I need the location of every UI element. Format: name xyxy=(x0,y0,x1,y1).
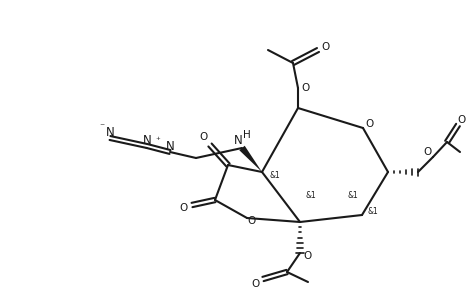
Text: O: O xyxy=(302,83,310,93)
Text: O: O xyxy=(200,132,208,142)
Text: O: O xyxy=(458,115,466,125)
Text: O: O xyxy=(423,147,431,157)
Text: O: O xyxy=(366,119,374,129)
Text: H: H xyxy=(243,130,251,140)
Text: &1: &1 xyxy=(270,171,281,181)
Text: N: N xyxy=(166,140,174,154)
Text: O: O xyxy=(251,279,259,289)
Text: ⁺: ⁺ xyxy=(156,135,160,145)
Polygon shape xyxy=(239,146,262,172)
Text: N: N xyxy=(234,135,242,148)
Text: O: O xyxy=(304,251,312,261)
Text: N: N xyxy=(106,127,114,140)
Text: N: N xyxy=(142,135,151,148)
Text: &1: &1 xyxy=(305,192,316,200)
Text: ⁻: ⁻ xyxy=(99,122,105,132)
Text: O: O xyxy=(179,203,187,213)
Text: O: O xyxy=(248,216,256,226)
Text: O: O xyxy=(322,42,330,52)
Text: &1: &1 xyxy=(368,206,379,216)
Text: &1: &1 xyxy=(348,192,359,200)
